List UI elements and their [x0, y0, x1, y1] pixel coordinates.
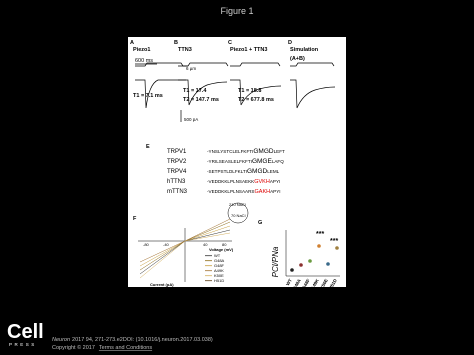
sequence-post: LEFT: [274, 149, 285, 154]
solution: 210 NaCl: [229, 202, 246, 207]
panel-name: TTN3: [178, 47, 192, 53]
sequence-pre: -YRILSEASLELFKFTI: [207, 159, 252, 164]
legend-entry: K50E: [214, 273, 224, 278]
logo: Cell: [7, 321, 44, 343]
tick-label: 80: [222, 242, 227, 247]
axis-label: Current (pA): [150, 282, 174, 287]
g-axes: [285, 230, 340, 277]
scale: 6 µm: [186, 66, 196, 71]
gene-name: TRPV1: [167, 149, 187, 155]
panel-name: Piezo1: [133, 47, 150, 53]
sequence: -VEDDKKLPLNSAEKKGVKHAPYI: [207, 179, 280, 185]
tick-label: -40: [163, 242, 170, 247]
fit: T2 = 147.7 ms: [183, 97, 219, 103]
gene-name: mTTN3: [167, 189, 188, 195]
category-label: G48A: [292, 277, 303, 290]
legend-entry: A49K: [214, 268, 224, 273]
iv-axes: [138, 202, 249, 282]
figure: [128, 37, 346, 287]
sequence-motif: GMGD: [253, 148, 274, 155]
logo-sub: PRESS: [9, 342, 37, 347]
citation-text: 2017 94, 271-273.e2DOI: (10.1016/j.neuro…: [72, 337, 213, 343]
copyright-text: Copyright © 2017: [52, 344, 95, 351]
sequence-pre: -VEDDKKLPLNSAARS: [207, 189, 255, 194]
category-label: K50E: [319, 278, 329, 290]
sequence-motif: GMGE: [252, 158, 273, 165]
panel-name: (A+B): [290, 56, 305, 62]
solution: 70 NaCl: [231, 213, 246, 218]
journal: Neuron: [52, 337, 70, 343]
gene-name: TRPV2: [167, 159, 187, 165]
panel-name: Piezo1 + TTN3: [230, 47, 267, 53]
significance: ***: [330, 238, 338, 245]
point: [299, 263, 303, 267]
panel-label: A: [130, 40, 134, 46]
sequence-post: LAFQ: [272, 159, 284, 164]
panel-label: F: [133, 216, 137, 222]
legend-entry: G48A: [214, 258, 225, 263]
tick-label: -80: [143, 242, 150, 247]
legend-entry: H51D: [214, 278, 224, 283]
sequence-motif: GMGD: [247, 168, 268, 175]
gene-name: hTTN3: [167, 179, 186, 185]
sequence-post: APYI: [270, 189, 280, 194]
sequence: -SETPSTLDLFKLTIGMGDLEML: [207, 168, 280, 175]
legend-entry: G48F: [214, 263, 225, 268]
panel-label: G: [258, 220, 262, 226]
title: Figure 1: [220, 6, 253, 16]
point: [326, 262, 330, 266]
panel-label: C: [228, 40, 232, 46]
gene-name: TRPV4: [167, 169, 187, 175]
significance: ***: [316, 231, 324, 238]
sequence-pre: -VEDDKKLPLNSAEKK: [207, 179, 255, 184]
citation: Neuron 2017 94, 271-273.e2DOI: (10.1016/j…: [52, 337, 213, 343]
sequence-post: APYI: [270, 179, 280, 184]
sequence-post: LEML: [267, 169, 279, 174]
category-label: G48F: [301, 278, 311, 290]
category-label: A49K: [310, 277, 320, 290]
axis-label: Voltage (mV): [209, 247, 234, 252]
sequence-motif: GAKH: [255, 189, 271, 195]
panel-label: B: [174, 40, 178, 46]
point: [290, 268, 294, 272]
fit: T2 = 677.8 ms: [238, 97, 274, 103]
sequence-motif: GVKH: [254, 179, 270, 185]
sequence-pre: -YNSLYSTCLELFKFTI: [207, 149, 253, 154]
scale: 600 ms: [135, 58, 153, 64]
category-label: H51D: [328, 277, 338, 290]
tick-label: 40: [203, 242, 208, 247]
terms-link[interactable]: Terms and Conditions: [99, 345, 152, 351]
panel-label: D: [288, 40, 292, 46]
point: [335, 246, 339, 250]
fit: T1 = 18.8: [238, 88, 261, 94]
point: [317, 244, 321, 248]
sequence: -YNSLYSTCLELFKFTIGMGDLEFT: [207, 148, 285, 155]
category-label: WT: [285, 278, 293, 287]
axis-label: PCl/PNa: [271, 246, 280, 277]
legend-entry: WT: [214, 253, 221, 258]
sequence-pre: -SETPSTLDLFKLTI: [207, 169, 247, 174]
panel-label: E: [146, 144, 150, 150]
panel-name: Simulation: [290, 47, 319, 53]
point: [308, 259, 312, 263]
fit: T1 = 17.4: [183, 88, 207, 94]
scale: 500 pA: [184, 117, 198, 122]
copyright: Copyright © 2017 Terms and Conditions: [52, 344, 152, 351]
sequence: -YRILSEASLELFKFTIGMGELAFQ: [207, 158, 284, 165]
sequence: -VEDDKKLPLNSAARSGAKHAPYI: [207, 189, 281, 195]
traces: [135, 62, 336, 122]
